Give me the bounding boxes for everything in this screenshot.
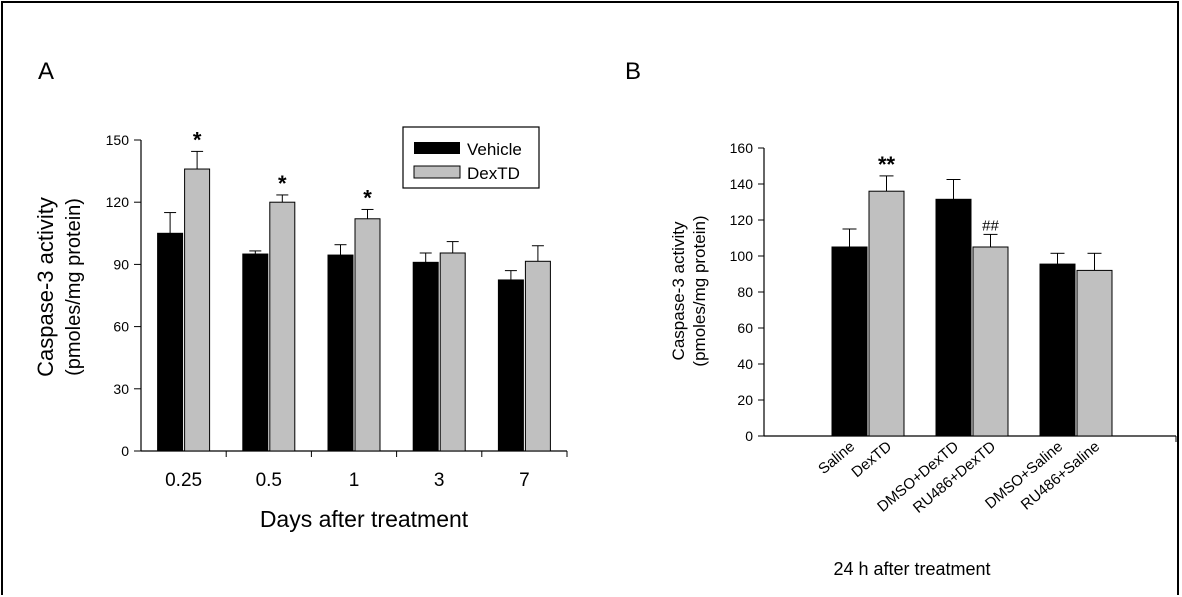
panel-b-y-tick-label: 80 (737, 284, 753, 300)
panel-a-bar-dextd-0-25 (184, 168, 211, 452)
panel-a-bar-vehicle-0-5 (242, 253, 269, 452)
legend-label-dextd: DexTD (467, 164, 520, 183)
panel-a-y-axis-title-line1: Caspase-3 activity (33, 197, 58, 377)
panel-a-y-tick-label: 120 (106, 194, 130, 210)
panel-b-y-tick-label: 60 (737, 320, 753, 336)
panel-b-significance-marker: ** (878, 152, 896, 177)
panel-a-x-tick-label: 7 (519, 470, 530, 491)
panel-b-label: B (625, 58, 641, 85)
panel-b-bar-ru486-dextd (972, 246, 1009, 437)
panel-a-bar-dextd-3 (439, 252, 466, 452)
panel-a-y-tick-label: 0 (121, 443, 129, 459)
panel-a-bar-dextd-1 (354, 218, 381, 452)
panel-b-bar-dmso-dextd (935, 198, 972, 437)
panel-a-bar-vehicle-7 (497, 279, 524, 452)
panel-b-bar-ru486-saline (1076, 269, 1113, 437)
panel-b-bar-dextd (868, 190, 905, 437)
panel-a-bar-dextd-0-5 (269, 201, 296, 452)
panel-b-y-tick-label: 140 (730, 176, 754, 192)
panel-b-significance-marker: ## (982, 217, 999, 234)
panel-a-x-tick-label: 0.5 (256, 470, 282, 491)
panel-a-x-tick-label: 1 (349, 470, 360, 491)
panel-a-x-tick-label: 3 (434, 470, 445, 491)
panel-b-bar-dmso-saline (1039, 263, 1076, 437)
panel-a-y-tick-label: 90 (113, 256, 129, 272)
panel-b-y-tick-label: 20 (737, 392, 753, 408)
panel-b-y-tick-label: 120 (730, 212, 754, 228)
panel-a-label: A (38, 58, 54, 85)
panel-b-y-axis-title-line1: Caspase-3 activity (669, 221, 688, 360)
panel-b-y-tick-label: 160 (730, 140, 754, 156)
panel-b-y-tick-label: 0 (745, 428, 753, 444)
panel-a-significance-marker: * (278, 171, 287, 196)
panel-a-significance-marker: * (193, 127, 202, 152)
panel-a-bar-dextd-7 (524, 260, 551, 452)
panel-b-y-tick-label: 40 (737, 356, 753, 372)
panel-a-y-tick-label: 150 (106, 132, 130, 148)
panel-a-bar-vehicle-0-25 (157, 232, 184, 452)
panel-a-legend: Vehicle DexTD (402, 126, 540, 189)
legend-swatch-dextd (413, 165, 461, 179)
legend-label-vehicle: Vehicle (467, 140, 522, 159)
panel-a-bar-vehicle-3 (412, 261, 439, 452)
panel-a-chart: 0 30 60 90 120 150 0.25 0.5 1 3 7 * * * (106, 127, 568, 491)
panel-a-significance-marker: * (363, 185, 372, 210)
panel-b-y-tick-label: 100 (730, 248, 754, 264)
panel-b-chart: 020406080100120140160SalineDexTDDMSO+Dex… (730, 140, 1177, 517)
panel-a-x-tick-label: 0.25 (165, 470, 202, 491)
panel-a-x-axis-title: Days after treatment (260, 506, 469, 532)
panel-b-bar-saline (831, 246, 868, 437)
panel-a: A 0 30 60 90 120 150 0.25 0.5 1 3 7 * * * Days after … (33, 58, 568, 532)
panel-a-y-tick-label: 60 (113, 319, 129, 335)
panel-b: B 020406080100120140160SalineDexTDDMSO+D… (625, 58, 1177, 579)
panel-a-bar-vehicle-1 (327, 254, 354, 452)
panel-a-y-axis-title-line2: (pmoles/mg protein) (63, 198, 85, 376)
panel-b-x-axis-title: 24 h after treatment (833, 559, 990, 579)
panel-b-x-tick-label: DexTD (848, 438, 895, 481)
panel-b-y-axis-title-line2: (pmoles/mg protein) (690, 215, 709, 366)
panel-a-y-tick-label: 30 (113, 381, 129, 397)
legend-swatch-vehicle (414, 142, 460, 154)
